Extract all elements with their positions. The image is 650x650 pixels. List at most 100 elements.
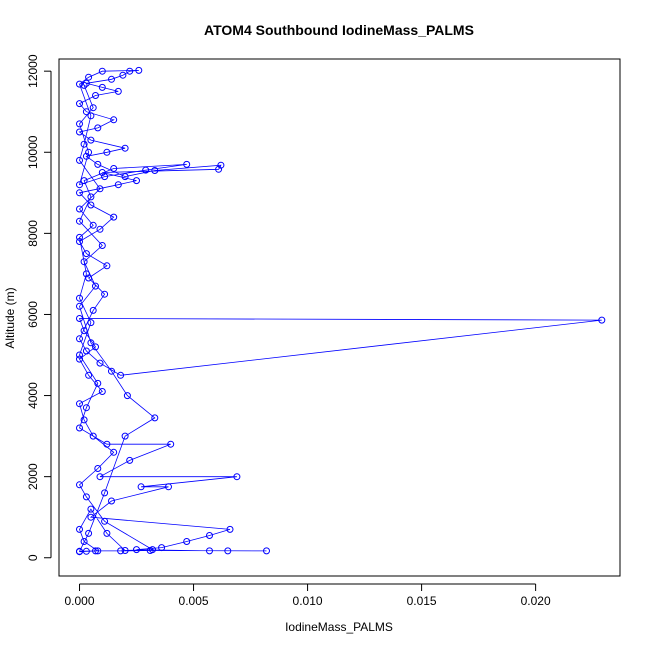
data-point [110, 448, 118, 456]
data-point [76, 302, 83, 310]
data-point [87, 319, 95, 327]
data-point [76, 294, 83, 302]
data-point [123, 392, 131, 400]
data-point [87, 513, 95, 521]
data-point [110, 165, 118, 172]
data-point [98, 67, 106, 75]
y-tick-label: 6000 [26, 301, 40, 328]
data-point [142, 166, 150, 174]
data-point [103, 148, 111, 156]
data-point [146, 547, 154, 554]
data-point [133, 177, 140, 185]
data-point [89, 432, 97, 440]
y-tick-label: 8000 [26, 220, 40, 247]
data-point [101, 489, 109, 497]
data-point [103, 529, 111, 537]
data-point [76, 217, 83, 225]
plot-frame [58, 58, 621, 577]
data-point [98, 83, 106, 91]
data-point [87, 339, 95, 347]
data-point [224, 547, 232, 555]
data-point [119, 71, 127, 79]
data-point [82, 152, 90, 160]
data-point [85, 529, 93, 537]
series-iodinemass [76, 66, 606, 556]
data-point [206, 532, 213, 539]
data-point [103, 440, 111, 448]
x-tick-label: 0.000 [65, 594, 95, 608]
data-point [233, 473, 241, 481]
data-point [76, 335, 83, 343]
y-tick-label: 4000 [26, 382, 40, 409]
data-point [76, 189, 83, 197]
data-point [101, 517, 109, 525]
data-point [89, 104, 97, 112]
data-point [76, 400, 83, 408]
data-point [85, 148, 93, 156]
data-point [92, 282, 99, 290]
data-point [108, 497, 115, 505]
data-point [89, 306, 97, 314]
data-point [92, 92, 99, 99]
data-point [183, 160, 191, 168]
data-point [167, 440, 175, 448]
data-point [114, 181, 122, 189]
data-point [76, 355, 83, 363]
data-point [80, 258, 88, 266]
data-point [165, 483, 172, 491]
data-point [76, 156, 83, 164]
data-point [598, 316, 606, 324]
data-point [76, 205, 83, 213]
data-point [92, 547, 99, 555]
data-point [110, 213, 118, 221]
data-point [85, 73, 93, 81]
data-point [76, 181, 83, 189]
data-point [80, 327, 88, 335]
data-point [76, 481, 83, 489]
x-tick-label: 0.005 [179, 594, 209, 608]
data-point [87, 136, 95, 144]
data-point [80, 177, 88, 185]
data-point [133, 546, 140, 554]
data-point [94, 379, 102, 387]
y-tick-label: 12000 [26, 54, 40, 88]
data-point [126, 456, 134, 464]
data-point [96, 359, 104, 367]
data-point [76, 424, 83, 432]
data-point [96, 185, 104, 193]
data-point [76, 80, 83, 88]
chart-title: ATOM4 Southbound IodineMass_PALMS [204, 22, 474, 38]
data-point [82, 493, 90, 501]
data-point [94, 465, 102, 472]
data-point [103, 262, 111, 270]
data-point [80, 538, 88, 545]
data-point [183, 538, 191, 545]
data-point [87, 112, 95, 120]
data-point [76, 351, 83, 359]
data-point [76, 233, 83, 241]
data-point [117, 547, 125, 555]
y-axis: 0 2000 4000 6000 8000 10000 12000 [26, 54, 52, 561]
data-point [121, 547, 129, 554]
data-point [82, 250, 90, 258]
data-point [121, 173, 129, 181]
data-point [76, 315, 83, 322]
data-point [101, 173, 109, 181]
x-tick-label: 0.015 [407, 594, 437, 608]
data-point [135, 66, 143, 74]
x-axis: 0.000 0.005 0.010 0.015 0.020 [65, 583, 551, 608]
data-point [117, 371, 125, 379]
data-point [80, 81, 88, 89]
data-point [94, 124, 102, 132]
data-point [108, 75, 115, 83]
data-point [226, 525, 234, 533]
y-tick-label: 10000 [26, 135, 40, 169]
data-point [98, 169, 106, 176]
data-point [80, 140, 88, 148]
data-point [121, 432, 129, 440]
data-point [82, 270, 90, 278]
data-point [206, 547, 213, 555]
data-point [108, 367, 115, 375]
data-point [98, 242, 106, 249]
